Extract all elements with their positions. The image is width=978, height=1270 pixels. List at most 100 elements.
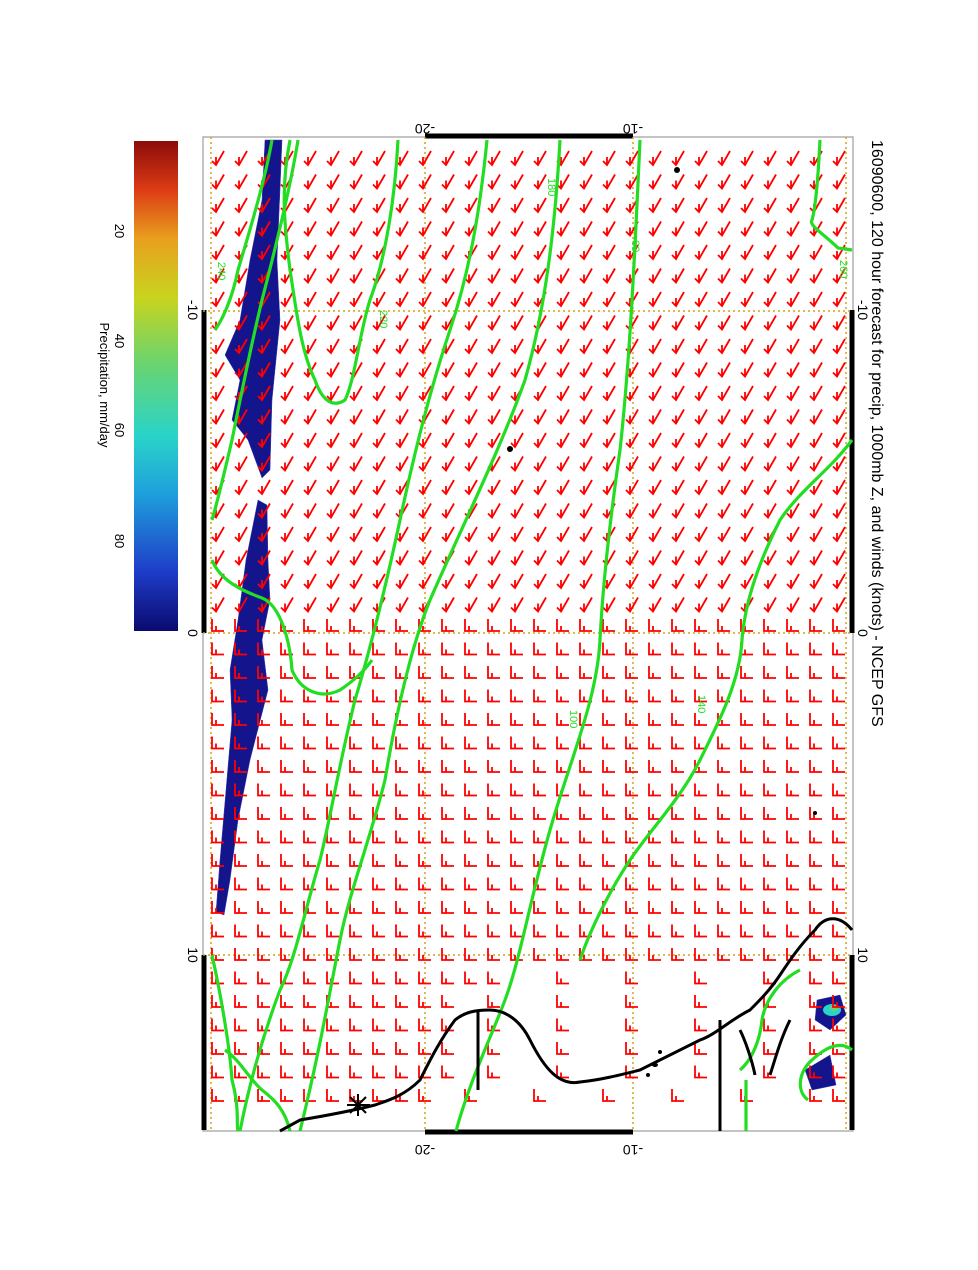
wind-barb bbox=[510, 642, 523, 656]
wind-barb bbox=[625, 736, 638, 750]
wind-barb bbox=[487, 971, 500, 985]
wind-barb bbox=[395, 456, 409, 472]
wind-barb bbox=[349, 783, 362, 797]
wind-barb bbox=[625, 642, 638, 656]
wind-barb bbox=[556, 268, 570, 284]
wind-barb bbox=[671, 385, 685, 402]
wind-barb bbox=[303, 642, 316, 656]
wind-barb bbox=[809, 807, 822, 820]
wind-barb bbox=[809, 432, 823, 449]
wind-barb bbox=[671, 736, 684, 750]
wind-barb bbox=[740, 432, 754, 449]
wind-barb bbox=[740, 526, 754, 543]
wind-barb bbox=[510, 479, 524, 496]
wind-barb bbox=[441, 244, 455, 261]
wind-barb bbox=[510, 338, 524, 355]
wind-barb bbox=[487, 550, 501, 566]
wind-barb bbox=[602, 362, 616, 378]
wind-barb bbox=[234, 432, 248, 449]
wind-barb bbox=[257, 503, 271, 519]
wind-barb bbox=[717, 221, 731, 237]
wind-barb bbox=[211, 736, 224, 750]
wind-barb bbox=[234, 642, 247, 656]
wind-barb bbox=[464, 526, 478, 543]
wind-barb bbox=[510, 244, 524, 261]
wind-barb bbox=[464, 807, 477, 820]
wind-barb bbox=[349, 526, 363, 543]
wind-barb bbox=[579, 409, 593, 425]
wind-barb bbox=[395, 244, 409, 261]
wind-barb bbox=[326, 597, 340, 613]
wind-barb bbox=[763, 456, 777, 472]
wind-barb bbox=[671, 550, 685, 566]
wind-barb bbox=[326, 150, 340, 167]
wind-barb bbox=[487, 713, 500, 726]
wind-barb bbox=[372, 901, 385, 914]
wind-barb bbox=[349, 971, 362, 985]
wind-barb bbox=[556, 854, 569, 867]
wind-barb bbox=[717, 924, 730, 938]
wind-barb bbox=[648, 550, 662, 566]
wind-barb bbox=[211, 760, 224, 773]
wind-barb bbox=[579, 573, 593, 590]
wind-barb bbox=[694, 174, 708, 190]
wind-barb bbox=[487, 924, 500, 938]
wind-barb bbox=[211, 995, 224, 1008]
wind-barb bbox=[740, 456, 754, 472]
wind-barb bbox=[533, 619, 546, 632]
wind-barb bbox=[625, 409, 639, 425]
wind-barb bbox=[257, 573, 271, 590]
wind-barb bbox=[809, 338, 823, 355]
wind-barb bbox=[464, 174, 478, 190]
wind-barb bbox=[257, 971, 270, 985]
wind-barb bbox=[395, 619, 408, 632]
wind-barb bbox=[349, 244, 363, 261]
wind-barb bbox=[694, 150, 708, 167]
wind-barb bbox=[418, 924, 431, 938]
wind-barb bbox=[763, 642, 776, 656]
wind-barb bbox=[441, 268, 455, 284]
wind-barb bbox=[694, 221, 708, 237]
wind-barb bbox=[671, 619, 684, 632]
wind-barb bbox=[303, 689, 316, 703]
wind-barb bbox=[648, 221, 662, 237]
wind-barb bbox=[832, 1065, 845, 1079]
wind-barb bbox=[487, 221, 501, 237]
wind-barb bbox=[786, 573, 800, 590]
wind-barb bbox=[510, 619, 523, 632]
wind-barb bbox=[648, 854, 661, 867]
wind-barb bbox=[487, 830, 500, 844]
wind-barb bbox=[280, 244, 294, 261]
wind-barb bbox=[579, 597, 593, 613]
wind-barb bbox=[487, 642, 500, 656]
wind-barb bbox=[441, 315, 455, 331]
wind-barb bbox=[740, 713, 753, 726]
wind-barb bbox=[786, 807, 799, 820]
wind-barb bbox=[349, 291, 363, 308]
wind-barb bbox=[349, 1065, 362, 1079]
wind-barb bbox=[809, 409, 823, 425]
wind-barb bbox=[625, 666, 638, 679]
wind-barb bbox=[349, 385, 363, 402]
wind-barb bbox=[809, 901, 822, 914]
wind-barb bbox=[556, 550, 570, 566]
wind-barb bbox=[326, 666, 339, 679]
wind-barb bbox=[234, 503, 248, 519]
wind-barb bbox=[349, 619, 362, 632]
wind-barb bbox=[280, 783, 293, 797]
wind-barb bbox=[326, 385, 340, 402]
wind-barb bbox=[372, 573, 386, 590]
wind-barb bbox=[510, 783, 523, 797]
bottom-lat-tick-neg10: -10 bbox=[623, 1142, 643, 1158]
wind-barb bbox=[441, 150, 455, 167]
wind-barb bbox=[441, 573, 455, 590]
wind-barb bbox=[349, 221, 363, 237]
wind-barb bbox=[579, 479, 593, 496]
wind-barb bbox=[556, 901, 569, 914]
wind-barb bbox=[395, 409, 409, 425]
wind-barb bbox=[211, 854, 224, 867]
wind-barb bbox=[257, 315, 271, 331]
wind-barb bbox=[441, 456, 455, 472]
wind-barb bbox=[625, 479, 639, 496]
wind-barb bbox=[533, 503, 547, 519]
